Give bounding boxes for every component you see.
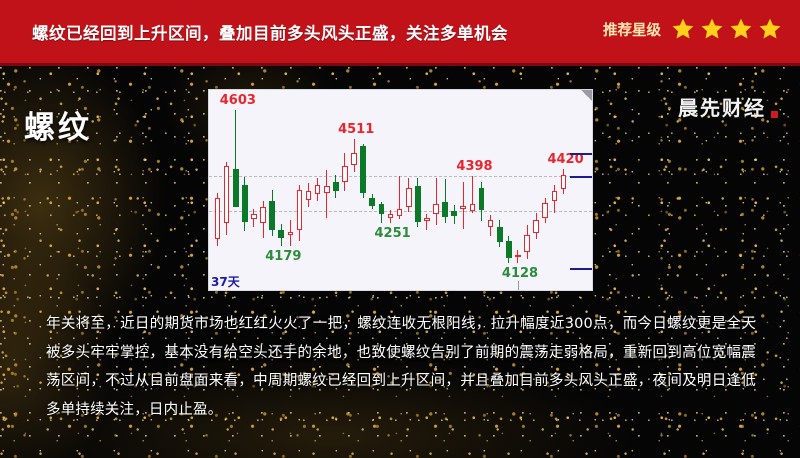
- star-rating-group: [671, 17, 782, 41]
- candlestick-chart[interactable]: 4603 4179 4511 4251 4398 4128 4420 37天: [208, 89, 593, 291]
- star-icon: [759, 18, 781, 39]
- chart-corner-fold-icon: [581, 90, 592, 101]
- candle-body: [487, 219, 494, 228]
- axis-price-mark: [570, 152, 592, 155]
- chart-period-label: 37天: [211, 275, 240, 289]
- axis-time-tick: [517, 281, 519, 290]
- candle-body: [414, 186, 421, 222]
- price-annotation: 4511: [338, 122, 375, 138]
- candle-body: [305, 191, 312, 201]
- candle-body: [232, 168, 239, 208]
- chart-gridline: [209, 175, 592, 177]
- price-annotation: 4128: [501, 265, 539, 281]
- price-annotation: 4398: [456, 158, 493, 174]
- candle-body: [460, 205, 467, 209]
- candle-body: [469, 204, 476, 212]
- star-icon: [730, 18, 752, 39]
- price-annotation: 4420: [547, 151, 584, 167]
- price-annotation: 4179: [265, 249, 302, 265]
- recommendation-rating: 推荐星级: [603, 17, 782, 41]
- candle-body: [242, 184, 248, 222]
- candle-body: [269, 200, 275, 230]
- candle-body: [314, 185, 321, 195]
- candle-body: [533, 219, 539, 233]
- brand-dot-icon: [771, 111, 778, 118]
- candle-body: [551, 190, 558, 202]
- candle-wick: [435, 177, 437, 225]
- candle-body: [515, 254, 521, 257]
- candle-body: [542, 203, 549, 218]
- brand-name: 晨先财经: [678, 96, 766, 120]
- candle-body: [560, 175, 567, 190]
- candle-body: [278, 229, 285, 238]
- candle-body: [442, 202, 448, 217]
- axis-price-mark: [570, 268, 592, 271]
- candle-body: [260, 207, 266, 224]
- candle-wick: [426, 213, 428, 230]
- chart-candles: [209, 90, 592, 290]
- candle-body: [478, 188, 485, 210]
- candle-body: [496, 226, 503, 242]
- candle-wick: [399, 175, 401, 220]
- candle-body: [351, 153, 357, 166]
- banner-headline: 螺纹已经回到上升区间，叠加目前多头风头正盛，关注多单机会: [32, 24, 508, 43]
- market-commentary: 年关将至，近日的期货市场也红红火火了一把，螺纹连收无根阳线，拉升幅度近300点，…: [46, 316, 756, 418]
- candle-body: [223, 165, 230, 224]
- candle-body: [214, 197, 221, 240]
- candle-wick: [471, 175, 473, 214]
- candle-body: [524, 234, 530, 253]
- candle-wick: [235, 109, 237, 179]
- candle-wick: [326, 170, 328, 218]
- axis-price-mark: [570, 175, 592, 178]
- candle-wick: [462, 182, 464, 230]
- candle-body: [424, 217, 430, 221]
- candle-body: [378, 204, 385, 215]
- candle-body: [451, 210, 458, 217]
- candle-wick: [444, 179, 446, 224]
- brand-logo: 晨先财经: [678, 92, 778, 121]
- candle-body: [387, 213, 394, 218]
- candle-body: [360, 146, 366, 193]
- candle-body: [251, 213, 257, 220]
- rating-label: 推荐星级: [603, 22, 661, 39]
- candle-body: [296, 189, 303, 231]
- candle-body: [323, 186, 330, 193]
- star-icon: [701, 18, 723, 39]
- candle-body: [287, 232, 294, 235]
- price-annotation: 4603: [219, 92, 256, 108]
- instrument-title: 螺纹: [24, 110, 92, 146]
- candle-body: [333, 182, 339, 192]
- candle-body: [506, 241, 512, 259]
- candle-body: [369, 197, 376, 206]
- candle-body: [396, 208, 403, 217]
- price-annotation: 4251: [374, 226, 411, 242]
- star-icon: [672, 18, 694, 39]
- candle-body: [405, 188, 412, 208]
- candle-body: [342, 165, 348, 182]
- candle-body: [433, 204, 439, 214]
- top-banner: 螺纹已经回到上升区间，叠加目前多头风头正盛，关注多单机会 推荐星级: [0, 0, 800, 66]
